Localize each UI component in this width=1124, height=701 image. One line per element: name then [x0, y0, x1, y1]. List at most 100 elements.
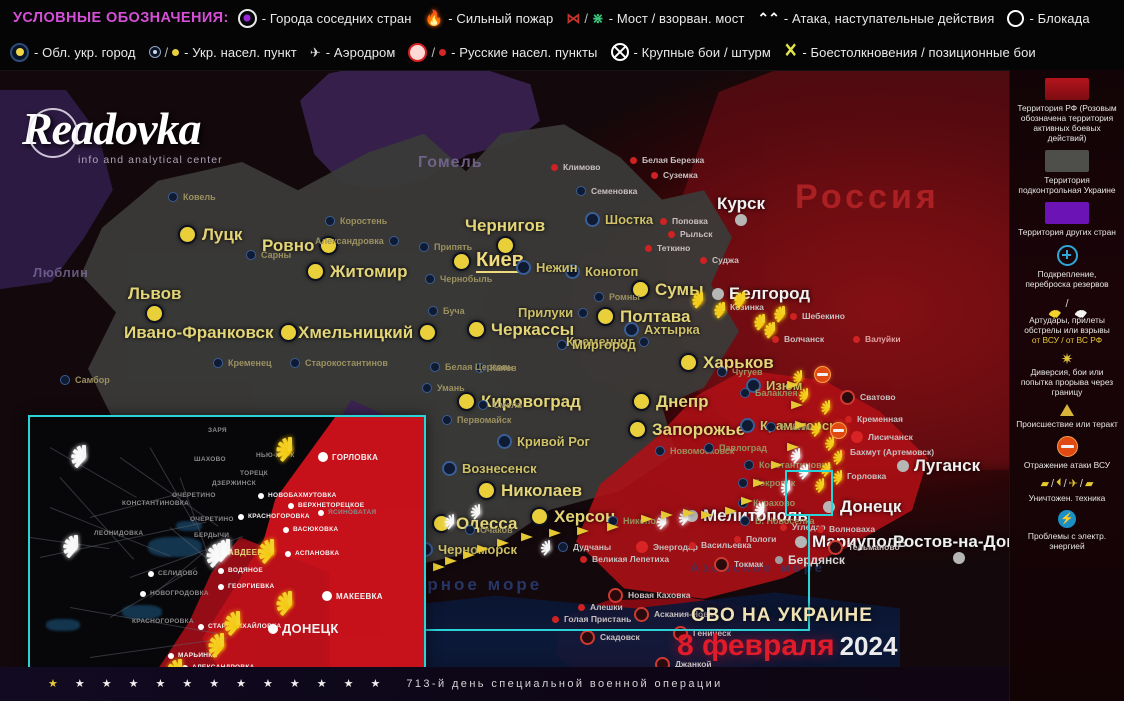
inset-city-marker[interactable]: ГОРЛОВКА: [318, 452, 378, 462]
city-marker[interactable]: Днепр: [632, 392, 709, 411]
city-marker[interactable]: Теткино: [645, 244, 690, 253]
city-marker[interactable]: Валуйки: [853, 335, 901, 344]
city-marker[interactable]: Старокостантинов: [290, 358, 388, 368]
city-marker[interactable]: Алешки: [578, 603, 623, 612]
city-marker[interactable]: Полтава: [596, 307, 690, 326]
city-marker[interactable]: Луганск: [897, 457, 980, 474]
city-marker[interactable]: Балаклея: [740, 388, 798, 398]
inset-focus-box[interactable]: [785, 470, 833, 516]
inset-city-marker[interactable]: СЕЛИДОВО: [148, 570, 198, 577]
city-marker[interactable]: Кременец: [213, 358, 272, 368]
inset-city-marker[interactable]: НОВОГРОДОВКА: [140, 590, 209, 597]
inset-city-marker[interactable]: МАКЕЕВКА: [322, 591, 383, 601]
city-marker[interactable]: Канев: [475, 363, 517, 373]
donbass-inset-map[interactable]: ГОРЛОВКА ДОНЕЦК МАКЕЕВКА НОВОБАХМУТОВКА ВЕРХ…: [28, 415, 426, 701]
inset-city-marker[interactable]: ГЕОРГИЕВКА: [218, 583, 274, 590]
city-marker[interactable]: Самбор: [60, 375, 110, 385]
city-marker[interactable]: Белая Церковь: [430, 362, 513, 372]
inset-city-marker[interactable]: ВАСЮКОВКА: [283, 526, 338, 533]
city-marker[interactable]: Очаков: [465, 525, 513, 535]
city-marker[interactable]: Пологи: [734, 535, 776, 544]
city-marker[interactable]: Львов: [128, 285, 181, 323]
city-marker[interactable]: Бучa: [428, 306, 465, 316]
city-marker[interactable]: Житомир: [306, 262, 408, 281]
city-marker[interactable]: Запорожье: [628, 420, 745, 439]
city-marker[interactable]: Харьков: [679, 353, 774, 372]
city-marker[interactable]: Чернигов: [465, 217, 545, 255]
inset-city-marker[interactable]: ДЗЕРЖИНСК: [208, 480, 256, 487]
inset-city-marker[interactable]: ЯСИНОВАТАЯ: [318, 509, 376, 516]
city-marker[interactable]: Николаев: [477, 481, 582, 500]
main-map[interactable]: Россия Гомель Люблин Черное море Азовско…: [0, 70, 1009, 701]
city-marker[interactable]: В. Новоселка: [740, 516, 815, 526]
inset-city-marker[interactable]: КРАСНОГОРОВКА: [128, 618, 194, 625]
city-marker[interactable]: Голая Пристань: [552, 615, 631, 624]
city-marker[interactable]: Кировоград: [457, 392, 581, 411]
city-marker[interactable]: Ахтырка: [624, 322, 700, 337]
city-marker[interactable]: Ровно: [262, 236, 339, 255]
city-marker[interactable]: Кривой Рог: [497, 434, 590, 449]
city-marker[interactable]: Сумы: [631, 280, 704, 299]
city-marker[interactable]: Конотоп: [565, 264, 638, 279]
city-marker[interactable]: Волноваха: [817, 525, 875, 534]
city-marker[interactable]: Нежин: [516, 260, 578, 275]
city-marker[interactable]: Бахмут (Артемовск): [838, 448, 934, 457]
city-marker[interactable]: Бердянск: [775, 554, 845, 566]
city-marker[interactable]: Суджа: [700, 256, 739, 265]
city-marker[interactable]: Рыльск: [668, 230, 713, 239]
inset-city-marker[interactable]: ЗАРЯ: [204, 427, 227, 434]
city-marker[interactable]: Курск: [717, 195, 765, 226]
city-marker[interactable]: Ромны: [594, 292, 640, 302]
city-marker[interactable]: Миргород: [557, 338, 636, 351]
city-marker[interactable]: Прилуки: [518, 306, 589, 319]
city-marker[interactable]: Луцк: [178, 225, 242, 244]
inset-city-marker[interactable]: ШАХОВО: [190, 456, 226, 463]
inset-city-marker[interactable]: БЕРДЫЧИ: [190, 532, 229, 539]
inset-city-marker[interactable]: АСПАНОВКА: [285, 550, 339, 557]
city-marker[interactable]: Хмельницкий: [298, 323, 438, 342]
inset-city-marker[interactable]: ДОНЕЦК: [268, 621, 339, 636]
city-marker[interactable]: Токмак: [714, 557, 763, 572]
city-marker[interactable]: Ковель: [168, 192, 216, 202]
inset-city-marker[interactable]: ОЧЕРЕТИНО: [168, 492, 216, 499]
city-marker[interactable]: Чугуев: [717, 367, 763, 377]
inset-city-marker[interactable]: НОВОБАХМУТОВКА: [258, 492, 337, 499]
city-marker[interactable]: Волчанск: [772, 335, 824, 344]
city-marker[interactable]: Коростень: [325, 216, 387, 226]
city-marker[interactable]: Новая Каховка: [608, 588, 690, 603]
city-marker[interactable]: Ростов-на-Дону: [893, 533, 1009, 564]
inset-city-marker[interactable]: КОНСТАНТИНОВКА: [118, 500, 189, 507]
city-marker[interactable]: Павлоград: [704, 443, 767, 453]
city-marker[interactable]: Сватово: [840, 390, 896, 405]
city-marker[interactable]: Семеновка: [576, 186, 637, 196]
city-marker[interactable]: Черкассы: [467, 320, 574, 339]
city-marker[interactable]: Припять: [419, 242, 472, 252]
inset-city-marker[interactable]: ЛЕОНИДОВКА: [90, 530, 143, 537]
inset-city-marker[interactable]: ВЕРХНЕТОРЕЦКОЕ: [288, 502, 364, 509]
city-marker[interactable]: Покровск: [738, 478, 795, 488]
city-marker[interactable]: Константиновка: [744, 460, 831, 470]
city-marker[interactable]: Кременная: [845, 415, 903, 424]
city-marker[interactable]: Сарны: [246, 250, 291, 260]
city-marker[interactable]: Шостка: [585, 212, 653, 227]
city-marker[interactable]: Александровка: [315, 236, 399, 246]
city-marker[interactable]: Кременчуг: [566, 335, 649, 348]
city-marker[interactable]: Горловка: [835, 472, 886, 481]
city-marker[interactable]: Великая Лепетиха: [580, 555, 669, 564]
city-marker[interactable]: Поповка: [660, 217, 708, 226]
city-marker[interactable]: Херсон: [530, 507, 615, 526]
city-marker[interactable]: Вознесенск: [442, 461, 537, 476]
city-marker[interactable]: Чернобыль: [425, 274, 492, 284]
inset-city-marker[interactable]: ВОДЯНОЕ: [218, 567, 263, 574]
city-marker[interactable]: Смела: [478, 400, 522, 410]
city-marker[interactable]: Новомосковск: [655, 446, 734, 456]
city-marker[interactable]: Дудчаны: [558, 542, 611, 552]
city-marker[interactable]: Белая Березка: [630, 156, 704, 165]
city-marker[interactable]: Умань: [422, 383, 465, 393]
inset-city-marker[interactable]: КРАСНОГОРОВКА: [238, 513, 310, 520]
inset-city-marker[interactable]: НЬЮ-ЙОРК: [252, 452, 295, 459]
city-marker[interactable]: Первомайск: [442, 415, 511, 425]
city-marker[interactable]: Белгород: [712, 285, 810, 302]
city-marker[interactable]: Шебекино: [790, 312, 845, 321]
city-marker[interactable]: Суземка: [651, 171, 698, 180]
